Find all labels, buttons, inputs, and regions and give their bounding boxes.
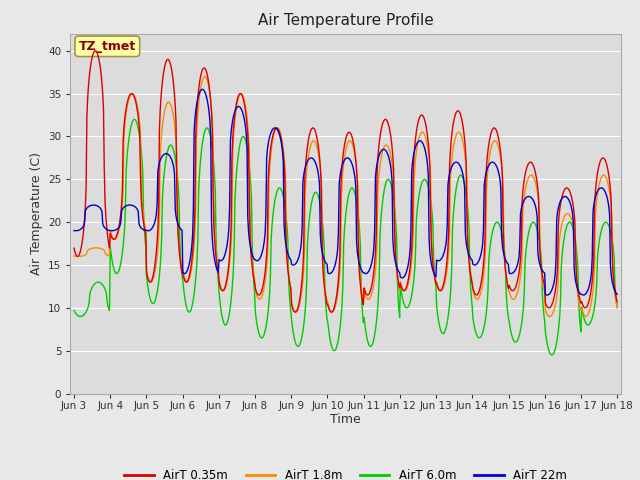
Y-axis label: Air Temperature (C): Air Temperature (C) xyxy=(29,152,43,275)
Text: TZ_tmet: TZ_tmet xyxy=(79,40,136,53)
X-axis label: Time: Time xyxy=(330,413,361,426)
Legend: AirT 0.35m, AirT 1.8m, AirT 6.0m, AirT 22m: AirT 0.35m, AirT 1.8m, AirT 6.0m, AirT 2… xyxy=(120,464,572,480)
Title: Air Temperature Profile: Air Temperature Profile xyxy=(258,13,433,28)
